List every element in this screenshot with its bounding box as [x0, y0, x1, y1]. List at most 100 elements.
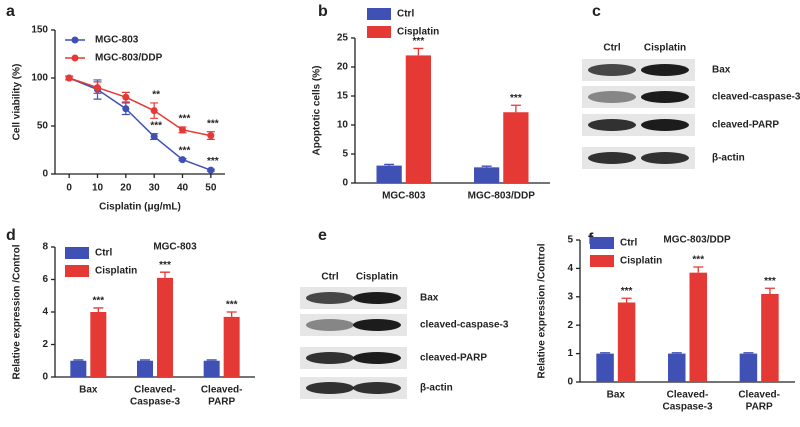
significance: ***	[621, 286, 633, 297]
significance: ***	[510, 93, 522, 104]
data-point	[207, 166, 215, 174]
panel-letter: d	[6, 227, 16, 244]
x-tick-label: Cleaved-	[667, 390, 709, 401]
bar	[668, 353, 686, 382]
data-point	[122, 105, 130, 113]
legend-marker	[71, 54, 79, 62]
x-tick-label: 50	[205, 183, 217, 194]
blot-band	[353, 352, 401, 364]
error-bar	[600, 352, 611, 354]
protein-label: cleaved-caspase-3	[420, 320, 509, 331]
x-tick-label: 40	[177, 183, 189, 194]
lane-label: Ctrl	[321, 272, 338, 283]
lane-label: Cisplatin	[356, 272, 398, 283]
y-tick-label: 2	[567, 320, 573, 331]
error-bar	[743, 352, 754, 354]
bar	[761, 293, 779, 382]
y-tick-label: 8	[42, 242, 48, 253]
lane-label: Cisplatin	[644, 43, 686, 54]
data-point	[179, 156, 186, 164]
bar	[203, 360, 220, 377]
panel-letter: e	[318, 227, 327, 244]
data-point	[179, 126, 186, 134]
bar	[137, 360, 153, 377]
error-bar	[671, 352, 682, 354]
x-tick-label: PARP	[746, 402, 773, 413]
panel-letter: b	[318, 3, 328, 20]
blot-band	[641, 119, 689, 131]
significance: ***	[226, 300, 238, 311]
bar	[223, 316, 240, 377]
legend-label: Cisplatin	[620, 256, 662, 267]
error-bar	[226, 311, 237, 317]
x-tick-label: Bax	[607, 390, 626, 401]
blot-band	[641, 64, 689, 76]
error-bar	[140, 359, 150, 361]
panel-letter: a	[6, 3, 15, 20]
legend-label: Cisplatin	[95, 266, 137, 277]
legend-swatch	[367, 8, 391, 20]
legend-swatch	[65, 265, 89, 277]
protein-label: cleaved-caspase-3	[712, 92, 800, 103]
blot-band	[353, 292, 401, 304]
y-tick-label: 6	[42, 274, 48, 285]
data-point	[122, 93, 130, 101]
y-tick-label: 25	[337, 33, 349, 44]
y-tick-label: 5	[342, 149, 348, 160]
significance: ***	[179, 114, 191, 125]
x-tick-label: 30	[149, 183, 161, 194]
error-bar	[764, 287, 775, 294]
legend-label: Ctrl	[620, 238, 637, 249]
data-point	[150, 107, 158, 115]
bar	[503, 112, 529, 183]
x-tick-label: MGC-803/DDP	[468, 191, 536, 202]
y-tick-label: 10	[337, 120, 349, 131]
y-tick-label: 15	[337, 91, 349, 102]
legend-label: MGC-803	[95, 35, 139, 46]
error-bar	[384, 163, 395, 166]
y-tick-label: 1	[567, 348, 573, 359]
legend-label: Ctrl	[95, 248, 112, 259]
x-axis-label: Cisplatin (μg/mL)	[99, 202, 181, 213]
x-tick-label: 10	[92, 183, 104, 194]
significance: ***	[692, 255, 704, 266]
y-axis-label: Relative expression /Control	[537, 243, 548, 378]
data-point	[150, 133, 158, 141]
significance: ***	[150, 120, 162, 131]
series-line	[68, 77, 211, 137]
error-bar	[481, 165, 492, 168]
blot-band	[588, 64, 636, 76]
protein-label: Bax	[420, 293, 439, 304]
blot-band	[306, 382, 354, 394]
protein-label: β-actin	[420, 383, 453, 394]
blot-band	[306, 292, 354, 304]
data-point	[94, 84, 101, 92]
significance: ***	[179, 145, 191, 156]
significance: ***	[413, 36, 425, 47]
y-tick-label: 0	[342, 178, 348, 189]
y-axis-label: Relative expression /Control	[12, 244, 23, 379]
bar	[157, 277, 173, 377]
blot-band	[641, 91, 689, 103]
data-point	[207, 132, 215, 140]
y-tick-label: 5	[567, 235, 573, 246]
series-line	[68, 77, 212, 171]
y-tick-label: 0	[567, 377, 573, 388]
bar	[405, 55, 431, 183]
chart-title: MGC-803	[153, 242, 197, 253]
blot-band	[353, 319, 401, 331]
error-bar	[160, 271, 170, 278]
legend-swatch	[590, 255, 614, 267]
legend-label: Ctrl	[397, 9, 414, 20]
y-tick-label: 20	[337, 62, 349, 73]
error-bar	[621, 297, 632, 303]
y-axis-label: Apoptotic cells (%)	[312, 65, 323, 155]
x-tick-label: 0	[66, 183, 72, 194]
y-tick-label: 0	[42, 372, 48, 383]
x-tick-label: Cleaved-	[134, 385, 176, 396]
y-tick-label: 3	[567, 291, 573, 302]
chart-title: MGC-803/DDP	[663, 235, 731, 246]
y-tick-label: 0	[42, 169, 48, 180]
bar	[739, 353, 758, 382]
blot-band	[588, 152, 636, 164]
